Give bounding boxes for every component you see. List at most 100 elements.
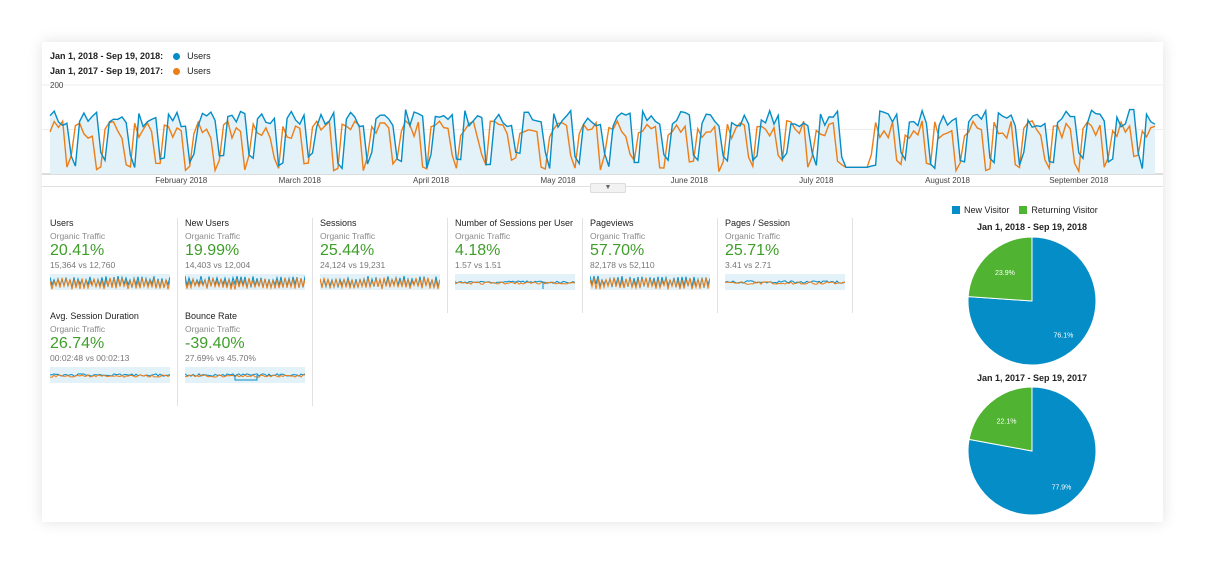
analytics-card: Jan 1, 2018 - Sep 19, 2018: Users Jan 1,…	[42, 42, 1163, 522]
x-tick-label: February 2018	[155, 176, 208, 185]
metric-compare: 00:02:48 vs 00:02:13	[50, 353, 130, 363]
legend-range-previous: Jan 1, 2017 - Sep 19, 2017:	[50, 66, 164, 76]
pie-legend-returning-visitor: Returning Visitor	[1031, 205, 1098, 215]
pie-slice-returning-visitor	[967, 237, 1033, 302]
metric-tile[interactable]: Bounce Rate Organic Traffic -39.40% 27.69% …	[185, 311, 313, 406]
metric-segment: Organic Traffic	[320, 231, 376, 241]
metric-segment: Organic Traffic	[725, 231, 781, 241]
sparkline-previous-series	[50, 277, 170, 290]
sparkline-current-series	[725, 280, 845, 284]
pie-title-2018: Jan 1, 2018 - Sep 19, 2018	[976, 222, 1088, 232]
metric-tile[interactable]: Sessions Organic Traffic 25.44% 24,124 vs 1…	[320, 218, 448, 313]
metric-segment: Organic Traffic	[185, 231, 241, 241]
metric-sparkline	[185, 367, 305, 383]
sparkline-previous-series	[50, 374, 170, 378]
metric-title: Bounce Rate	[185, 311, 238, 321]
metric-tile[interactable]: Users Organic Traffic 20.41% 15,364 vs 12,7…	[50, 218, 178, 313]
x-tick-label: September 2018	[1049, 176, 1109, 185]
x-tick-label: August 2018	[925, 176, 970, 185]
pie-slice-label: 77.9%	[1052, 484, 1072, 491]
legend-series-previous: Users	[187, 66, 211, 76]
sparkline-previous-series	[725, 281, 845, 285]
metric-compare: 82,178 vs 52,110	[590, 260, 655, 270]
sparkline-previous-series	[320, 277, 440, 290]
sparkline-previous-series	[185, 374, 305, 378]
metric-title: Pages / Session	[725, 218, 791, 228]
metric-title: Sessions	[320, 218, 357, 228]
metric-change: 4.18%	[455, 242, 501, 259]
metric-change: -39.40%	[185, 335, 245, 352]
metric-sparkline	[725, 274, 845, 290]
metric-compare: 24,124 vs 19,231	[320, 260, 386, 270]
metric-change: 26.74%	[50, 335, 105, 352]
metric-tile[interactable]: New Users Organic Traffic 19.99% 14,403 vs …	[185, 218, 313, 313]
metric-title: Avg. Session Duration	[50, 311, 139, 321]
metric-tile[interactable]: Avg. Session Duration Organic Traffic 26.7…	[50, 311, 178, 406]
pie-chart-2018[interactable]: 76.1% 23.9%	[962, 237, 1102, 367]
pie-title-2017: Jan 1, 2017 - Sep 19, 2017	[976, 373, 1088, 383]
pie-slice-label: 22.1%	[997, 419, 1017, 426]
metric-segment: Organic Traffic	[50, 324, 106, 334]
metric-divider	[717, 218, 718, 313]
metric-divider	[177, 218, 178, 313]
metric-divider	[177, 311, 178, 406]
x-tick-label: June 2018	[671, 176, 709, 185]
pie-slice-label: 76.1%	[1053, 333, 1073, 340]
metric-sparkline	[50, 367, 170, 383]
sparkline-previous-series	[590, 277, 710, 290]
legend-dot-previous-icon	[173, 67, 181, 75]
y-tick-label: 200	[50, 81, 64, 90]
metric-sparkline	[320, 274, 440, 290]
pie-legend-new-visitor: New Visitor	[964, 205, 1010, 215]
sparkline-previous-series	[185, 277, 305, 290]
legend-row-previous: Jan 1, 2017 - Sep 19, 2017: Users	[50, 66, 211, 76]
metric-sparkline	[590, 274, 710, 290]
metric-title: Pageviews	[590, 218, 634, 228]
metric-compare: 3.41 vs 2.71	[725, 260, 772, 270]
metric-divider	[852, 218, 853, 313]
metric-title: New Users	[185, 218, 230, 228]
metric-title: Users	[50, 218, 74, 228]
x-tick-label: July 2018	[799, 176, 834, 185]
pie-slice-label: 23.9%	[995, 270, 1015, 277]
series-line-previous	[49, 119, 1156, 174]
metric-sparkline	[455, 274, 575, 290]
metric-divider	[312, 311, 313, 406]
x-tick-label: March 2018	[279, 176, 322, 185]
pie-chart-2017[interactable]: 77.9% 22.1%	[962, 387, 1102, 517]
legend-series-current: Users	[187, 51, 211, 61]
sparkline-dip	[234, 375, 258, 381]
pie-slice-returning-visitor	[968, 387, 1033, 452]
metric-change: 25.71%	[725, 242, 780, 259]
metric-sparkline	[185, 274, 305, 290]
metric-change: 57.70%	[590, 242, 645, 259]
metric-compare: 1.57 vs 1.51	[455, 260, 502, 270]
legend-dot-current-icon	[173, 52, 181, 60]
legend-range-current: Jan 1, 2018 - Sep 19, 2018:	[50, 51, 164, 61]
series-line-current	[49, 108, 1156, 171]
metric-segment: Organic Traffic	[455, 231, 511, 241]
metric-tile[interactable]: Number of Sessions per User Organic Traff…	[455, 218, 583, 313]
metric-compare: 14,403 vs 12,004	[185, 260, 251, 270]
metric-change: 25.44%	[320, 242, 375, 259]
x-tick-label: April 2018	[413, 176, 450, 185]
metric-divider	[312, 218, 313, 313]
metric-segment: Organic Traffic	[50, 231, 106, 241]
pie-legend: New Visitor Returning Visitor	[952, 205, 1098, 215]
metric-segment: Organic Traffic	[185, 324, 241, 334]
metric-compare: 27.69% vs 45.70%	[185, 353, 256, 363]
new-visitor-swatch-icon	[952, 206, 960, 214]
metric-change: 19.99%	[185, 242, 240, 259]
sparkline-previous-series	[455, 281, 575, 285]
metric-sparkline	[50, 274, 170, 290]
metric-tile[interactable]: Pageviews Organic Traffic 57.70% 82,178 vs …	[590, 218, 718, 313]
collapse-chart-handle[interactable]: ▼	[590, 183, 626, 193]
metric-title: Number of Sessions per User	[455, 218, 574, 228]
metric-divider	[582, 218, 583, 313]
metric-tile[interactable]: Pages / Session Organic Traffic 25.71% 3.41…	[725, 218, 853, 313]
legend-row-current: Jan 1, 2018 - Sep 19, 2018: Users	[50, 51, 211, 61]
returning-visitor-swatch-icon	[1019, 206, 1028, 214]
metric-segment: Organic Traffic	[590, 231, 646, 241]
metric-compare: 15,364 vs 12,760	[50, 260, 116, 270]
